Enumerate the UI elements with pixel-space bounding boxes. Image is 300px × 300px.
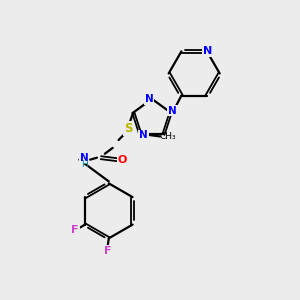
Text: N: N — [139, 130, 148, 140]
Text: N: N — [80, 153, 88, 163]
Text: H: H — [81, 160, 88, 169]
Text: CH₃: CH₃ — [160, 132, 176, 141]
Text: S: S — [124, 122, 133, 135]
Text: O: O — [118, 154, 127, 165]
Text: N: N — [168, 106, 177, 116]
Text: F: F — [71, 226, 79, 236]
Text: F: F — [104, 246, 112, 256]
Text: N: N — [145, 94, 153, 104]
Text: N: N — [203, 46, 212, 56]
